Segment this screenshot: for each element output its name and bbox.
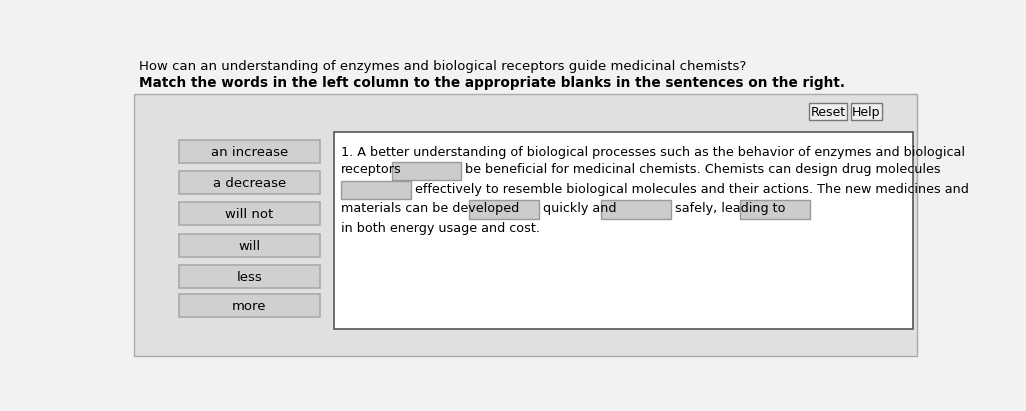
Text: safely, leading to: safely, leading to <box>675 202 785 215</box>
Bar <box>469 200 539 219</box>
Text: receptors: receptors <box>342 163 402 176</box>
Text: more: more <box>232 300 267 313</box>
Bar <box>179 171 320 194</box>
Text: 1. A better understanding of biological processes such as the behavior of enzyme: 1. A better understanding of biological … <box>342 145 965 159</box>
Bar <box>392 162 462 180</box>
Bar <box>342 181 411 199</box>
Bar <box>179 294 320 317</box>
Text: be beneficial for medicinal chemists. Chemists can design drug molecules: be beneficial for medicinal chemists. Ch… <box>466 163 941 176</box>
Bar <box>851 103 881 120</box>
Bar <box>179 140 320 163</box>
Bar <box>134 94 917 356</box>
Text: less: less <box>236 271 262 284</box>
Bar <box>741 200 811 219</box>
Bar <box>179 202 320 225</box>
Text: a decrease: a decrease <box>212 177 286 190</box>
Text: will: will <box>238 240 261 253</box>
Text: in both energy usage and cost.: in both energy usage and cost. <box>342 222 541 235</box>
Text: Reset: Reset <box>811 106 845 119</box>
Text: Help: Help <box>852 106 880 119</box>
Text: an increase: an increase <box>210 146 287 159</box>
Bar <box>601 200 671 219</box>
Text: materials can be developed: materials can be developed <box>342 202 519 215</box>
Bar <box>179 234 320 257</box>
Text: effectively to resemble biological molecules and their actions. The new medicine: effectively to resemble biological molec… <box>415 182 969 196</box>
Text: How can an understanding of enzymes and biological receptors guide medicinal che: How can an understanding of enzymes and … <box>140 60 746 73</box>
Bar <box>179 265 320 288</box>
Text: quickly and: quickly and <box>543 202 617 215</box>
Bar <box>808 103 847 120</box>
Bar <box>333 132 913 329</box>
Text: will not: will not <box>225 208 273 221</box>
Text: Match the words in the left column to the appropriate blanks in the sentences on: Match the words in the left column to th… <box>140 76 845 90</box>
